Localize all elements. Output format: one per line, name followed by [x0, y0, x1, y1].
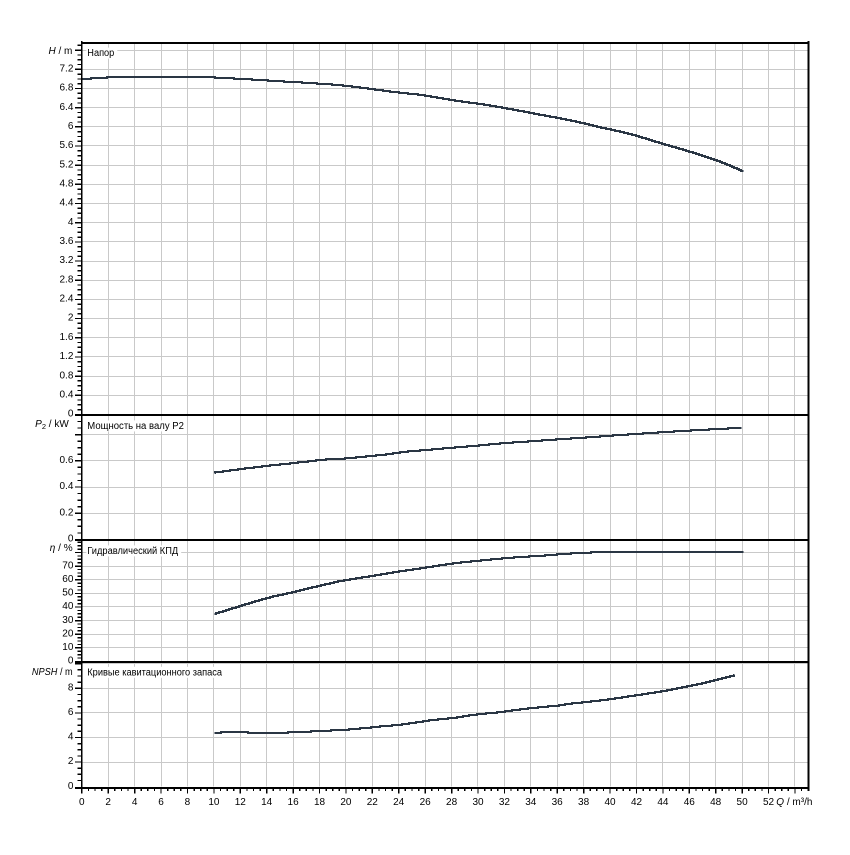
svg-text:70: 70	[62, 560, 74, 571]
svg-text:1.2: 1.2	[59, 351, 73, 362]
svg-text:24: 24	[393, 797, 405, 808]
svg-text:30: 30	[472, 797, 484, 808]
svg-text:0.4: 0.4	[59, 389, 73, 400]
svg-text:8: 8	[68, 683, 74, 694]
svg-text:30: 30	[62, 615, 74, 626]
svg-text:48: 48	[710, 797, 722, 808]
svg-text:4.8: 4.8	[59, 179, 73, 190]
svg-text:18: 18	[314, 797, 326, 808]
svg-text:60: 60	[62, 574, 74, 585]
svg-text:20: 20	[340, 797, 352, 808]
svg-text:16: 16	[288, 797, 300, 808]
svg-text:50: 50	[737, 797, 749, 808]
svg-text:4: 4	[68, 217, 74, 228]
svg-text:32: 32	[499, 797, 511, 808]
svg-text:10: 10	[208, 797, 220, 808]
svg-text:Q / m³/h: Q / m³/h	[776, 797, 812, 808]
svg-text:2: 2	[105, 797, 111, 808]
svg-text:H / m: H / m	[48, 46, 72, 57]
svg-text:6: 6	[68, 121, 74, 132]
svg-text:4.4: 4.4	[59, 198, 73, 209]
svg-text:36: 36	[552, 797, 564, 808]
svg-text:42: 42	[631, 797, 643, 808]
svg-text:3.2: 3.2	[59, 255, 73, 266]
svg-text:4: 4	[68, 732, 74, 743]
svg-text:0: 0	[68, 656, 74, 667]
svg-text:8: 8	[185, 797, 191, 808]
svg-text:2: 2	[68, 313, 74, 324]
svg-text:2.4: 2.4	[59, 294, 73, 305]
svg-text:52: 52	[763, 797, 775, 808]
svg-text:η / %: η / %	[50, 543, 73, 554]
svg-text:NPSH / m: NPSH / m	[32, 667, 73, 678]
svg-text:34: 34	[525, 797, 537, 808]
svg-text:1.6: 1.6	[59, 332, 73, 343]
svg-text:0.6: 0.6	[59, 455, 73, 466]
svg-text:Мощность на валу P2: Мощность на валу P2	[87, 421, 184, 432]
svg-text:6: 6	[68, 707, 74, 718]
svg-text:38: 38	[578, 797, 590, 808]
svg-text:P2 / kW: P2 / kW	[35, 419, 69, 431]
svg-text:2: 2	[68, 756, 74, 767]
svg-text:46: 46	[684, 797, 696, 808]
svg-text:6.8: 6.8	[59, 83, 73, 94]
svg-text:0: 0	[68, 781, 74, 792]
svg-text:2.8: 2.8	[59, 274, 73, 285]
svg-text:12: 12	[235, 797, 247, 808]
svg-text:26: 26	[420, 797, 432, 808]
svg-text:10: 10	[62, 642, 74, 653]
svg-text:Кривые кавитационного запаса: Кривые кавитационного запаса	[87, 667, 222, 678]
svg-text:6.4: 6.4	[59, 102, 73, 113]
svg-text:40: 40	[604, 797, 616, 808]
svg-text:5.6: 5.6	[59, 140, 73, 151]
svg-text:14: 14	[261, 797, 273, 808]
svg-text:0: 0	[68, 409, 74, 420]
svg-text:0: 0	[79, 797, 85, 808]
svg-text:4: 4	[132, 797, 138, 808]
svg-text:0.8: 0.8	[59, 370, 73, 381]
svg-text:50: 50	[62, 588, 74, 599]
svg-text:28: 28	[446, 797, 458, 808]
svg-text:20: 20	[62, 628, 74, 639]
svg-text:Напор: Напор	[87, 48, 114, 59]
svg-text:3.6: 3.6	[59, 236, 73, 247]
svg-text:44: 44	[657, 797, 669, 808]
svg-text:6: 6	[158, 797, 164, 808]
svg-text:7.2: 7.2	[59, 64, 73, 75]
svg-text:40: 40	[62, 601, 74, 612]
svg-text:0: 0	[68, 534, 74, 545]
svg-text:5.2: 5.2	[59, 159, 73, 170]
svg-text:Гидравлический КПД: Гидравлический КПД	[87, 546, 178, 557]
svg-text:22: 22	[367, 797, 379, 808]
svg-text:0.2: 0.2	[59, 507, 73, 518]
svg-text:0.4: 0.4	[59, 481, 73, 492]
